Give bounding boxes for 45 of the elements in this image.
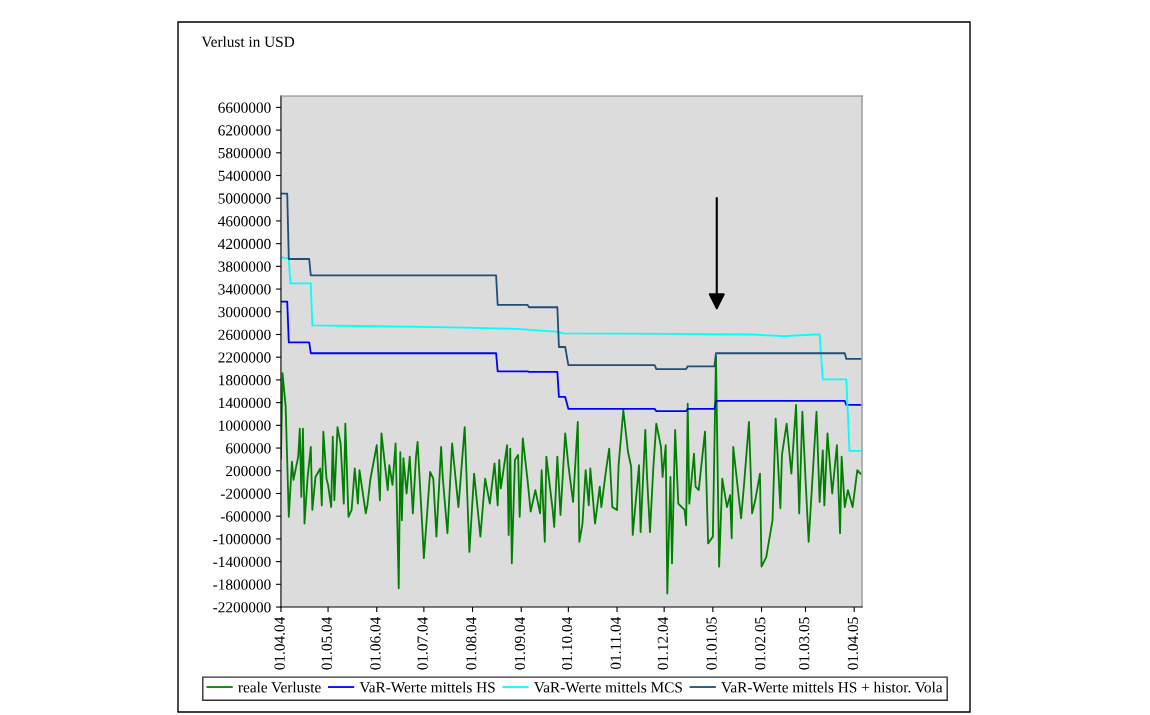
legend-label: VaR-Werte mittels HS: [359, 681, 495, 693]
line-series: [280, 192, 862, 371]
y-tick-label: 6200000: [218, 125, 271, 136]
line-series: [280, 355, 862, 595]
line-series: [280, 300, 862, 413]
legend-label: VaR-Werte mittels MCS: [534, 681, 682, 693]
y-tick-label: 3000000: [218, 306, 271, 318]
y-tick-label: -600000: [220, 511, 271, 522]
x-tick-label: 01.03.05: [799, 617, 810, 670]
x-tick-label: 01.09.04: [514, 617, 526, 670]
y-tick-label: -200000: [220, 488, 271, 499]
y-tick-label: 1800000: [219, 375, 271, 386]
y-tick-label: 200000: [226, 465, 271, 477]
line-series: [280, 256, 862, 452]
y-tick-label: 2600000: [218, 329, 271, 340]
y-tick-label: 600000: [226, 443, 271, 454]
x-tick-label: 01.01.05: [706, 617, 717, 670]
x-tick-label: 01.12.04: [657, 617, 669, 670]
x-tick-label: 01.11.04: [610, 617, 621, 670]
x-tick-label: 01.06.04: [370, 617, 381, 670]
y-tick-label: 5400000: [218, 170, 271, 181]
legend-label: reale Verluste: [238, 681, 321, 693]
y-tick-label: -2200000: [213, 602, 271, 613]
x-tick-label: 01.10.04: [561, 617, 573, 670]
x-tick-label: 01.08.04: [466, 617, 477, 670]
y-tick-label: 1000000: [219, 420, 271, 431]
legend-label: VaR-Werte mittels HS + histor. Vola: [721, 681, 943, 693]
y-tick-label: 5000000: [218, 193, 271, 204]
y-tick-label: -1000000: [213, 534, 271, 545]
x-tick-label: 01.07.04: [417, 617, 428, 670]
y-tick-label: 2200000: [218, 352, 271, 363]
y-tick-label: 4600000: [218, 216, 271, 227]
y-tick-label: -1400000: [213, 556, 271, 568]
y-tick-label: 6600000: [218, 102, 271, 113]
y-tick-label: -1800000: [213, 579, 271, 590]
x-tick-label: 01.05.04: [321, 617, 332, 670]
y-tick-label: 4200000: [218, 238, 271, 250]
x-tick-label: 01.04.04: [274, 617, 285, 670]
y-axis-title: Verlust in USD: [201, 36, 295, 48]
y-tick-label: 1400000: [219, 397, 271, 409]
y-tick-label: 3800000: [218, 261, 271, 272]
y-tick-label: 5800000: [218, 147, 271, 159]
x-tick-label: 01.04.05: [847, 617, 859, 670]
y-tick-label: 3400000: [218, 284, 271, 295]
x-tick-label: 01.02.05: [755, 617, 766, 670]
